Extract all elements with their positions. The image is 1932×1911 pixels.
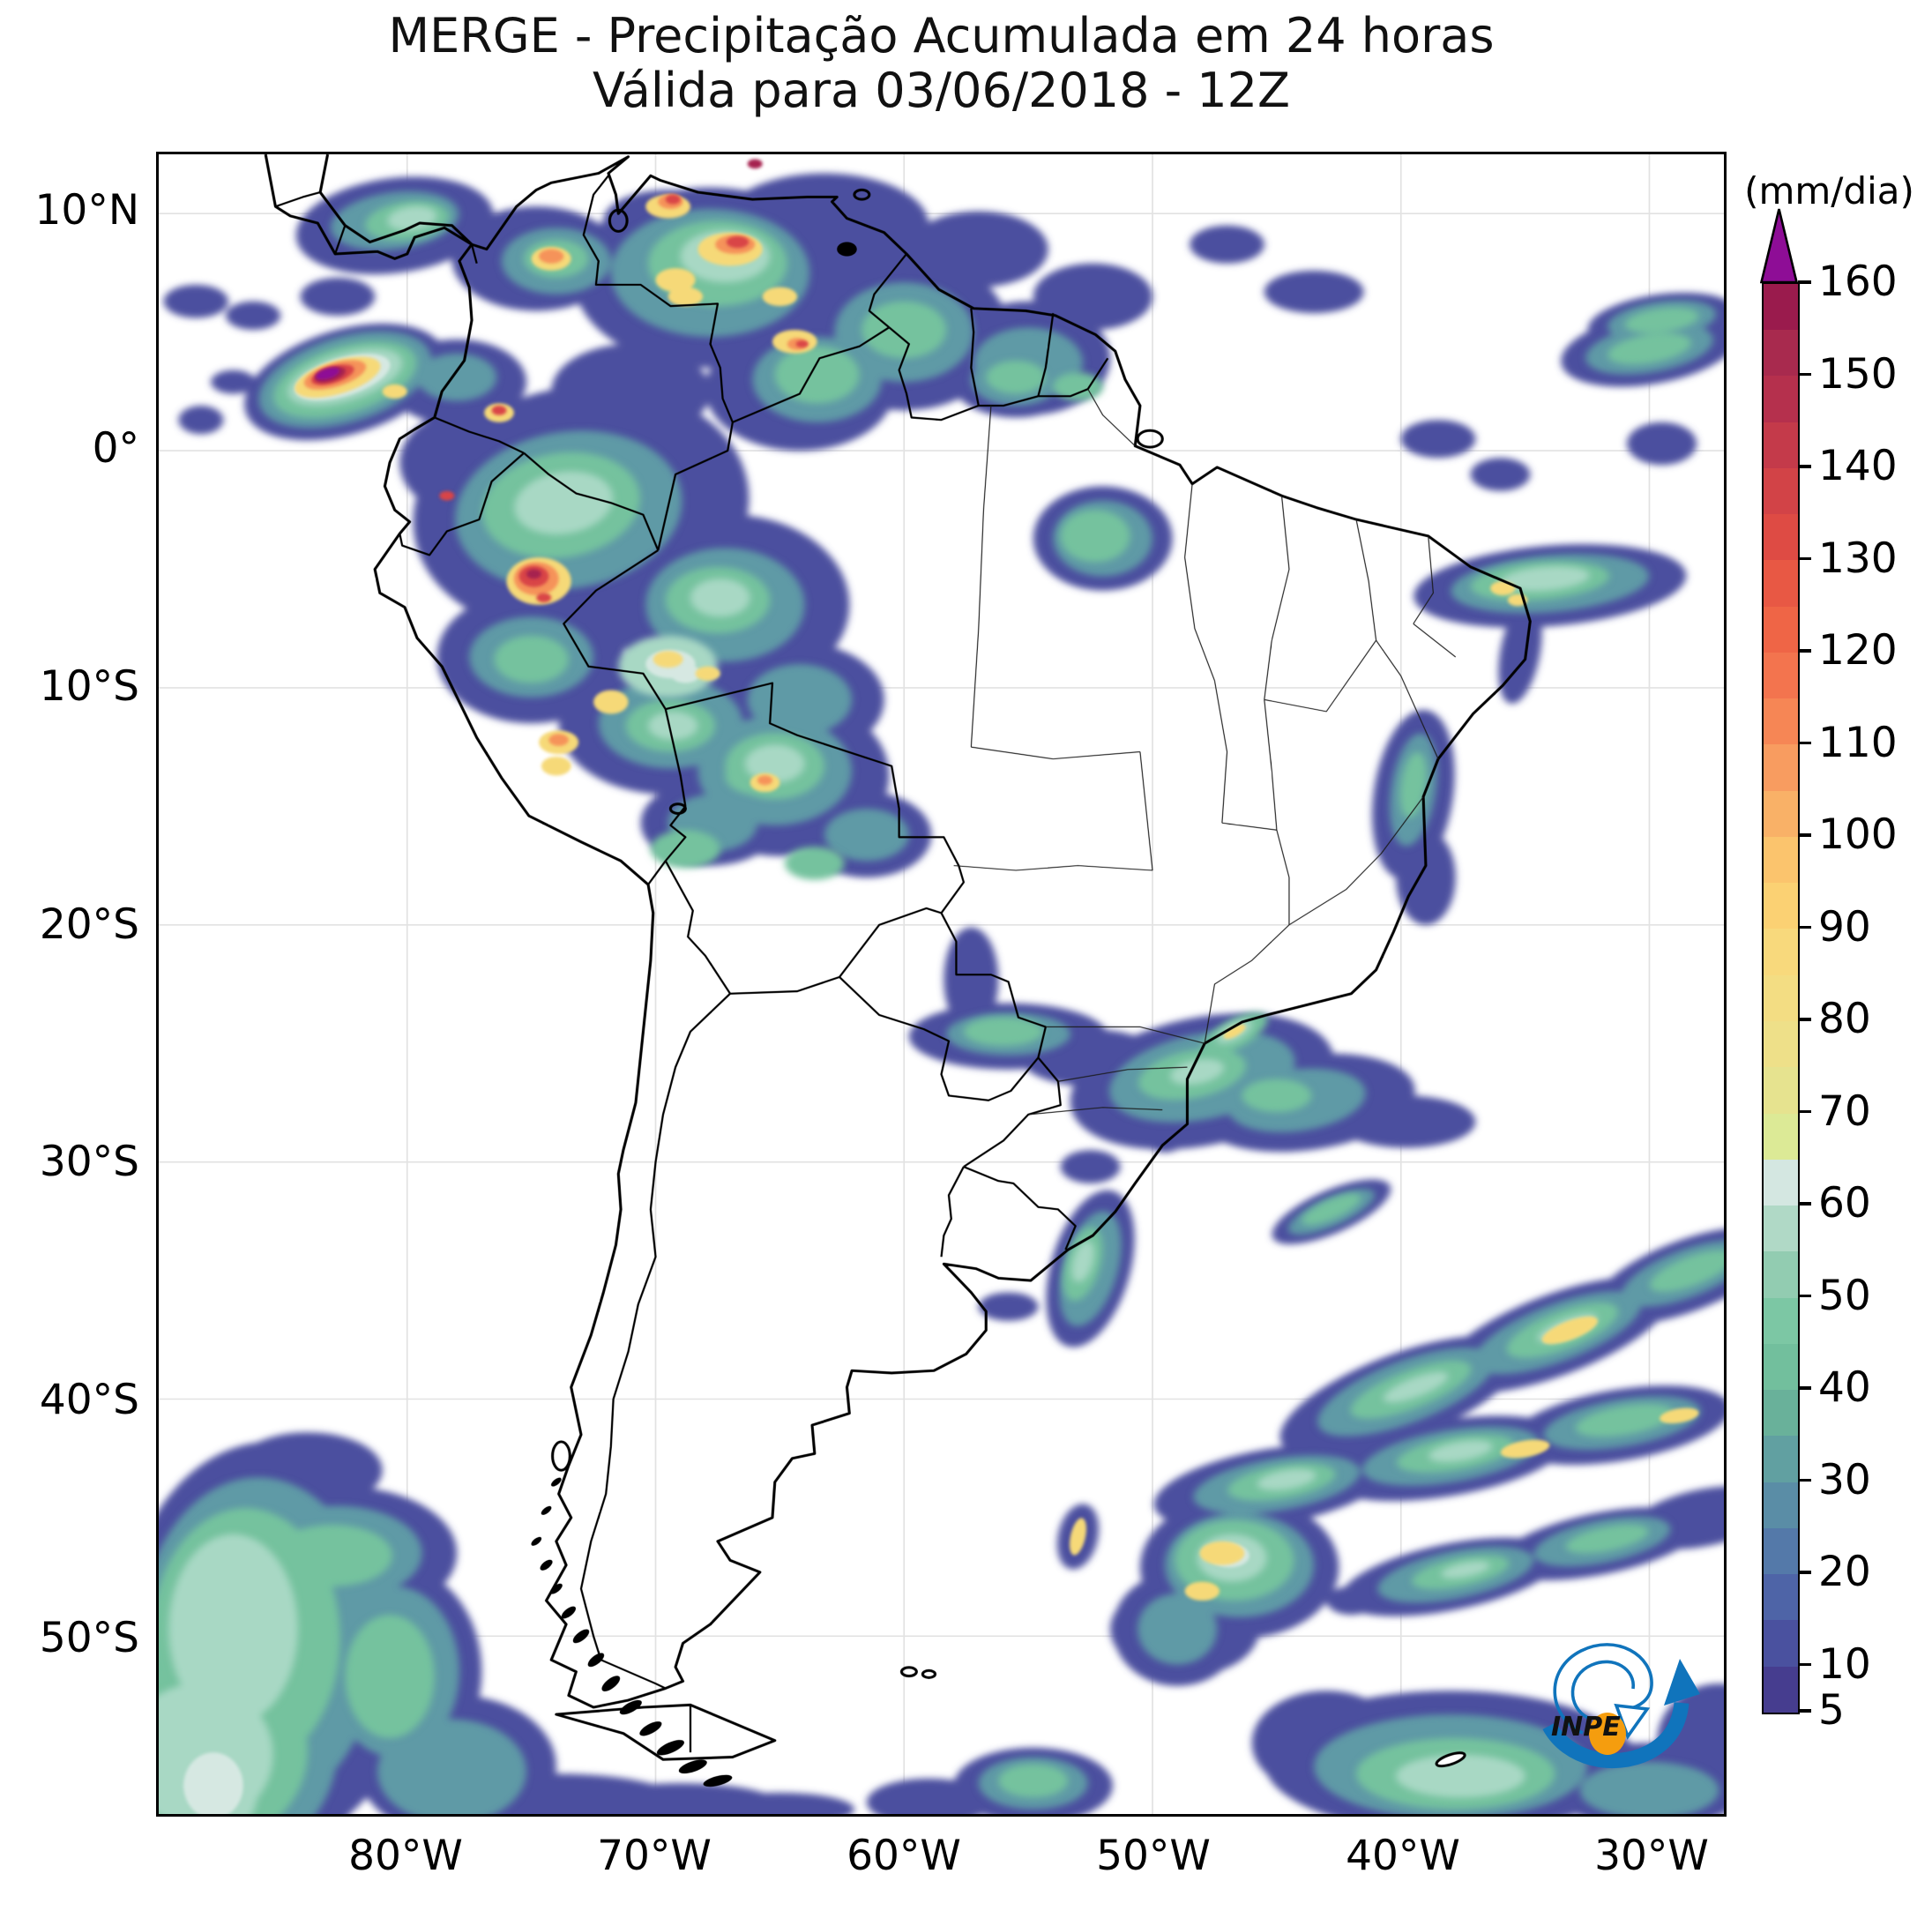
- colorbar-segment: [1764, 467, 1798, 515]
- colorbar-tick-mark: [1798, 1478, 1811, 1482]
- lat-tick-label: 50°S: [39, 1614, 139, 1662]
- colorbar-tick-label: 40: [1818, 1363, 1871, 1413]
- lat-tick-label: 10°N: [34, 186, 139, 235]
- colorbar-tick-label: 140: [1818, 442, 1898, 491]
- lat-tick-label: 10°S: [39, 662, 139, 711]
- colorbar-segment: [1764, 560, 1798, 607]
- inpe-swoosh-icon: [1542, 1643, 1700, 1769]
- colorbar-segment: [1764, 514, 1798, 561]
- colorbar-tick-label: 20: [1818, 1548, 1871, 1597]
- colorbar-tick-mark: [1798, 1571, 1811, 1574]
- lat-tick-label: 30°S: [39, 1138, 139, 1186]
- colorbar-tick-mark: [1798, 925, 1811, 929]
- colorbar-segment: [1764, 883, 1798, 929]
- colorbar-over-arrow: [1760, 208, 1798, 284]
- coastline-south-america: [264, 154, 1532, 1768]
- lon-tick-label: 50°W: [1096, 1832, 1211, 1880]
- colorbar-segment: [1764, 1251, 1798, 1298]
- colorbar-segment: [1764, 836, 1798, 884]
- title-line-2: Válida para 03/06/2018 - 12Z: [593, 63, 1290, 118]
- colorbar-tick-mark: [1798, 1662, 1811, 1667]
- colorbar-tick-mark: [1798, 1294, 1811, 1298]
- colorbar-tick-label: 150: [1818, 349, 1898, 399]
- lon-tick-label: 70°W: [597, 1832, 712, 1880]
- colorbar-tick-label: 60: [1818, 1179, 1871, 1228]
- colorbar-tick-mark: [1798, 1109, 1811, 1114]
- colorbar-segment: [1764, 698, 1798, 745]
- colorbar-segment: [1764, 283, 1798, 331]
- inpe-solid-arrowhead: [1664, 1659, 1700, 1706]
- colorbar-tick-mark: [1798, 1386, 1811, 1390]
- lat-tick-label: 0°: [92, 424, 139, 473]
- colorbar-tick-label: 10: [1818, 1639, 1871, 1689]
- lon-tick-label: 80°W: [348, 1832, 463, 1880]
- colorbar-tick-label: 30: [1818, 1455, 1871, 1504]
- colorbar-segment: [1764, 1343, 1798, 1391]
- colorbar-segment: [1764, 929, 1798, 975]
- colorbar: [1762, 282, 1800, 1714]
- colorbar-tick-label: 50: [1818, 1271, 1871, 1320]
- colorbar-segment: [1764, 1021, 1798, 1068]
- colorbar-tick-label: 80: [1818, 995, 1871, 1044]
- colorbar-tick-mark: [1798, 833, 1811, 837]
- figure-title: MERGE - Precipitação Acumulada em 24 hor…: [0, 9, 1883, 118]
- colorbar-tick-label: 160: [1818, 258, 1898, 306]
- lat-tick-label: 20°S: [39, 900, 139, 949]
- inpe-orange-dot: [1589, 1713, 1626, 1755]
- colorbar-segment: [1764, 974, 1798, 1022]
- colorbar-segment: [1764, 1574, 1798, 1621]
- colorbar-tick-label: 5: [1818, 1686, 1845, 1735]
- colorbar-tick-mark: [1798, 741, 1811, 745]
- state-borders-brazil: [953, 388, 1457, 1116]
- title-line-1: MERGE - Precipitação Acumulada em 24 hor…: [388, 8, 1495, 63]
- patagonian-fjords: [531, 242, 857, 1788]
- colorbar-tick-label: 70: [1818, 1086, 1871, 1136]
- lat-tick-label: 40°S: [39, 1376, 139, 1424]
- colorbar-segment: [1764, 1067, 1798, 1114]
- colorbar-tick-label: 90: [1818, 902, 1871, 952]
- lon-tick-label: 40°W: [1346, 1832, 1460, 1880]
- colorbar-tick-label: 120: [1818, 626, 1898, 676]
- colorbar-segment: [1764, 1390, 1798, 1437]
- country-borders: [275, 175, 1109, 1753]
- colorbar-segment: [1764, 1527, 1798, 1575]
- colorbar-segment: [1764, 790, 1798, 837]
- colorbar-tick-mark: [1798, 465, 1811, 468]
- colorbar-segment: [1764, 606, 1798, 653]
- colorbar-tick-mark: [1798, 649, 1811, 653]
- precip-layer-over-160mm-purple: [316, 367, 340, 380]
- colorbar-segment: [1764, 1482, 1798, 1528]
- colorbar-tick-mark: [1798, 372, 1811, 377]
- colorbar-tick-mark: [1798, 556, 1811, 561]
- colorbar-segment: [1764, 1297, 1798, 1344]
- colorbar-tick-label: 100: [1818, 810, 1898, 860]
- map-panel: [156, 152, 1727, 1817]
- colorbar-segment: [1764, 1206, 1798, 1252]
- colorbar-segment: [1764, 1666, 1798, 1713]
- colorbar-segment: [1764, 1159, 1798, 1206]
- colorbar-segment: [1764, 652, 1798, 699]
- colorbar-segment: [1764, 376, 1798, 422]
- lon-tick-label: 30°W: [1594, 1832, 1709, 1880]
- colorbar-tick-mark: [1798, 1018, 1811, 1021]
- colorbar-tick-label: 130: [1818, 534, 1898, 583]
- colorbar-segment: [1764, 1113, 1798, 1160]
- orinoco-delta-dark-patch: [837, 242, 857, 257]
- colorbar-segment: [1764, 744, 1798, 791]
- colorbar-segment: [1764, 422, 1798, 468]
- colorbar-tick-mark: [1798, 280, 1811, 284]
- inpe-logo-text: INPE: [1551, 1712, 1621, 1743]
- colorbar-segment: [1764, 1620, 1798, 1667]
- colorbar-segment: [1764, 1436, 1798, 1482]
- south-america-precipitation-map: [159, 154, 1724, 1814]
- lon-tick-label: 60°W: [847, 1832, 961, 1880]
- colorbar-segment: [1764, 330, 1798, 377]
- colorbar-unit-label: (mm/dia): [1744, 169, 1914, 213]
- inpe-logo: INPE: [1542, 1643, 1700, 1769]
- colorbar-tick-mark: [1798, 1202, 1811, 1206]
- colorbar-tick-mark: [1798, 1709, 1811, 1713]
- colorbar-tick-label: 110: [1818, 718, 1898, 767]
